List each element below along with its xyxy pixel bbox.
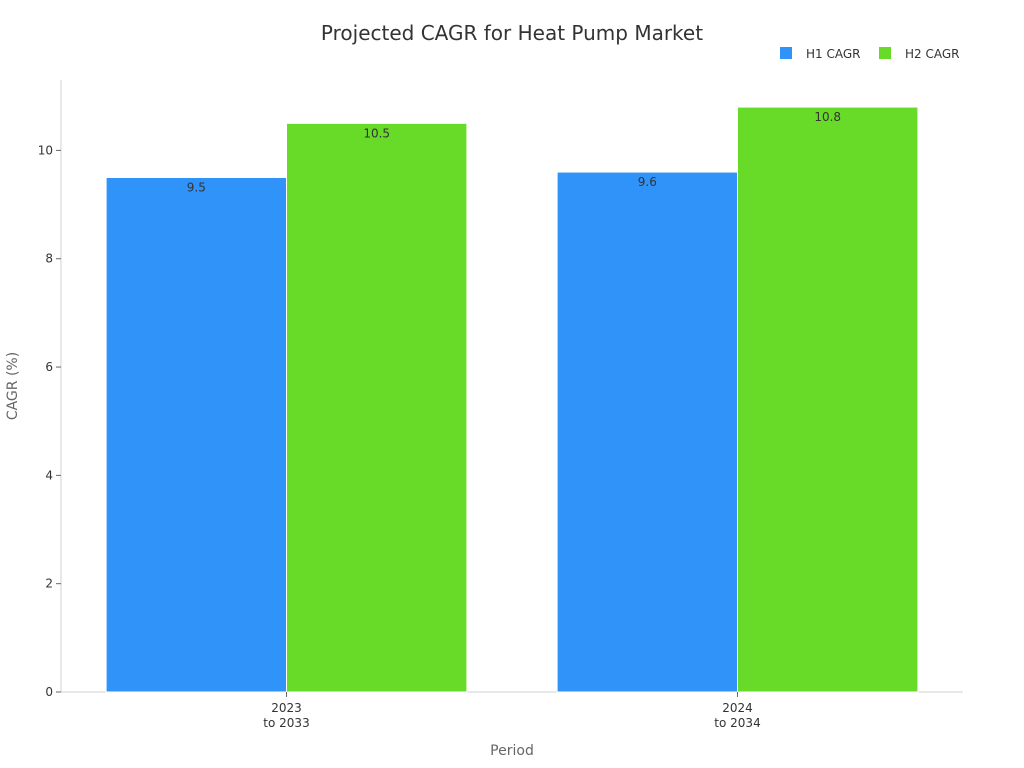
x-axis-title: Period: [490, 743, 534, 759]
data-label: 10.5: [363, 126, 390, 140]
x-tick-label: to 2034: [714, 716, 760, 730]
y-axis-title: CAGR (%): [5, 352, 21, 420]
chart-title: Projected CAGR for Heat Pump Market: [321, 21, 703, 45]
bar: [105, 176, 287, 693]
data-labels: 9.5 10.5 9.6 10.8: [187, 110, 841, 194]
y-tick-label: 10: [38, 143, 53, 157]
legend-swatch: [879, 47, 891, 59]
legend-label: H2 CAGR: [905, 47, 960, 61]
legend-swatch: [780, 47, 792, 59]
x-tick-label: 2024: [722, 701, 753, 715]
bar: [286, 122, 468, 693]
y-tick-label: 8: [45, 252, 53, 266]
bars: [105, 106, 919, 693]
y-tick-label: 2: [45, 577, 53, 591]
x-tick-label: 2023: [271, 701, 302, 715]
y-tick-label: 6: [45, 360, 53, 374]
x-tick-label: to 2033: [263, 716, 309, 730]
data-label: 9.6: [638, 175, 657, 189]
bar: [556, 171, 738, 693]
legend-label: H1 CAGR: [806, 47, 861, 61]
y-tick-label: 0: [45, 685, 53, 699]
data-label: 10.8: [814, 110, 841, 124]
y-axis-ticks: 0 2 4 6 8 10: [38, 143, 61, 699]
y-tick-label: 4: [45, 468, 53, 482]
data-label: 9.5: [187, 180, 206, 194]
bar: [737, 106, 919, 693]
legend: H1 CAGR H2 CAGR: [780, 47, 960, 61]
